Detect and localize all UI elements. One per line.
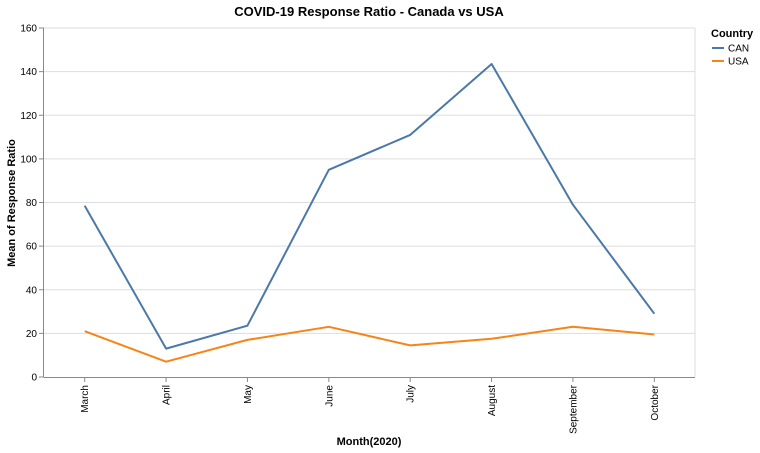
- grid-lines: [44, 27, 696, 377]
- x-axis-title: Month(2020): [337, 436, 402, 448]
- y-tick-label: 80: [26, 198, 38, 209]
- y-tick-label: 40: [26, 285, 38, 296]
- legend-title: Country: [711, 28, 754, 40]
- y-tick-label: 120: [20, 111, 37, 122]
- axes: 0 20 40 60 80 100 120 140 160 March April May June Ju…: [20, 24, 695, 434]
- x-tick-label: June: [324, 385, 335, 407]
- series-line-can: [83, 63, 656, 350]
- series-lines: [83, 63, 656, 363]
- y-tick-label: 0: [31, 373, 37, 384]
- y-axis-title: Mean of Response Ratio: [6, 139, 18, 267]
- chart-title: COVID-19 Response Ratio - Canada vs USA: [234, 4, 504, 19]
- y-tick-label: 100: [20, 154, 37, 165]
- y-tick-label: 160: [20, 24, 37, 35]
- x-tick-label: July: [406, 385, 417, 403]
- x-tick-label: April: [162, 385, 173, 405]
- y-tick-label: 140: [20, 67, 37, 78]
- x-tick-label: September: [568, 384, 579, 434]
- x-tick-label: March: [80, 385, 91, 413]
- x-tick-label: May: [243, 385, 254, 404]
- x-tick-label: August: [487, 385, 498, 416]
- legend: Country CAN USA: [711, 28, 754, 68]
- series-line-usa: [84, 325, 655, 363]
- legend-label-usa: USA: [728, 57, 749, 68]
- legend-label-can: CAN: [728, 44, 749, 55]
- y-tick-label: 20: [26, 329, 38, 340]
- y-tick-label: 60: [26, 242, 38, 253]
- x-tick-label: October: [650, 384, 661, 420]
